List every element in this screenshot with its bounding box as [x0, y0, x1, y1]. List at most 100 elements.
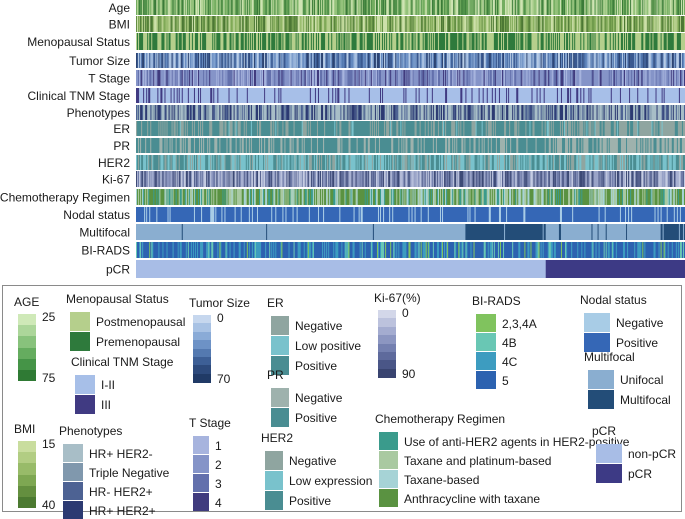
heatmap-cell: [486, 33, 495, 50]
heatmap-cell: [233, 70, 235, 86]
heatmap-cell: [372, 242, 378, 258]
heatmap-cell: [136, 33, 138, 50]
heatmap-cell: [350, 0, 352, 15]
heatmap-cell: [351, 0, 353, 15]
heatmap-cell: [570, 171, 572, 187]
heatmap-cell: [584, 121, 586, 136]
legend-item-label: Use of anti-HER2 agents in HER2-positive: [404, 434, 630, 449]
heatmap-cell: [315, 53, 318, 68]
heatmap-cell: [627, 242, 629, 258]
heatmap-cell: [592, 155, 594, 170]
heatmap-cell: [641, 155, 643, 170]
heatmap-cell: [471, 242, 474, 258]
heatmap-cell: [554, 155, 560, 170]
heatmap-cell: [272, 53, 274, 68]
heatmap-cell: [571, 171, 573, 187]
heatmap-cell: [648, 0, 651, 15]
heatmap-cell: [293, 53, 295, 68]
heatmap-cell: [473, 138, 476, 153]
heatmap-cell: [307, 242, 310, 258]
heatmap-cell: [643, 16, 645, 32]
heatmap-cell: [566, 155, 568, 170]
heatmap-cell: [601, 105, 604, 120]
heatmap-cell: [417, 189, 419, 205]
heatmap-cell: [469, 207, 471, 222]
heatmap-cell: [385, 242, 387, 258]
heatmap-cell: [324, 70, 326, 86]
heatmap-cell: [612, 33, 615, 50]
heatmap-cell: [516, 16, 518, 32]
heatmap-cell: [668, 70, 671, 86]
heatmap-cell: [339, 88, 345, 103]
heatmap-cell: [661, 242, 664, 258]
heatmap-cell: [567, 0, 569, 15]
heatmap-cell: [549, 33, 552, 50]
heatmap-cell: [297, 242, 301, 258]
heatmap-cell: [206, 33, 213, 50]
heatmap-cell: [330, 171, 332, 187]
heatmap-cell: [274, 171, 276, 187]
heatmap-cell: [246, 0, 249, 15]
heatmap-cell: [305, 155, 309, 170]
heatmap-cell: [351, 121, 354, 136]
heatmap-cell: [234, 242, 239, 258]
legend-title: PR: [267, 368, 284, 382]
heatmap-cell: [260, 53, 263, 68]
heatmap-cell: [577, 16, 579, 32]
heatmap-cell: [147, 105, 151, 120]
heatmap-cell: [298, 138, 303, 153]
heatmap-cell: [663, 224, 680, 240]
heatmap-row: [136, 105, 685, 120]
heatmap-cell: [415, 53, 417, 68]
heatmap-cell: [557, 189, 560, 205]
heatmap-cell: [158, 171, 160, 187]
heatmap-cell: [456, 53, 458, 68]
heatmap-cell: [466, 16, 468, 32]
heatmap-cell: [563, 0, 565, 15]
heatmap-cell: [538, 171, 540, 187]
heatmap-cell: [381, 155, 385, 170]
heatmap-cell: [246, 53, 249, 68]
heatmap-cell: [430, 53, 433, 68]
heatmap-cell: [369, 88, 381, 103]
heatmap-cell: [445, 0, 448, 15]
heatmap-cell: [239, 70, 242, 86]
heatmap-cell: [395, 155, 397, 170]
heatmap-cell: [417, 16, 420, 32]
heatmap-cell: [147, 121, 149, 136]
heatmap-cell: [349, 16, 351, 32]
heatmap-cell: [346, 33, 348, 50]
heatmap-cell: [282, 16, 284, 32]
heatmap-cell: [504, 224, 506, 240]
heatmap-cell: [486, 53, 490, 68]
heatmap-cell: [392, 121, 397, 136]
legend-item-label: Negative: [295, 391, 343, 405]
heatmap-cell: [392, 207, 394, 222]
heatmap-cell: [391, 16, 393, 32]
heatmap-cell: [467, 16, 469, 32]
heatmap-cell: [599, 155, 601, 170]
heatmap-cell: [531, 0, 534, 15]
heatmap-cell: [397, 189, 400, 205]
heatmap-cell: [157, 189, 159, 205]
legend-swatch: [271, 388, 289, 407]
heatmap-cell: [329, 33, 332, 50]
heatmap-cell: [472, 105, 474, 120]
heatmap-cell: [282, 121, 284, 136]
heatmap-cell: [496, 53, 499, 68]
heatmap-cell: [235, 138, 237, 153]
heatmap-cell: [198, 155, 201, 170]
heatmap-cell: [660, 207, 662, 222]
heatmap-cell: [531, 105, 533, 120]
heatmap-cell: [283, 16, 285, 32]
heatmap-cell: [572, 70, 574, 86]
heatmap-cell: [545, 105, 548, 120]
heatmap-cell: [628, 16, 630, 32]
heatmap-cell: [178, 0, 181, 15]
heatmap-cell: [601, 53, 603, 68]
heatmap-cell: [408, 189, 410, 205]
heatmap-cell: [435, 53, 438, 68]
heatmap-cell: [680, 105, 685, 120]
heatmap-cell: [544, 121, 547, 136]
heatmap-cell: [681, 138, 685, 153]
